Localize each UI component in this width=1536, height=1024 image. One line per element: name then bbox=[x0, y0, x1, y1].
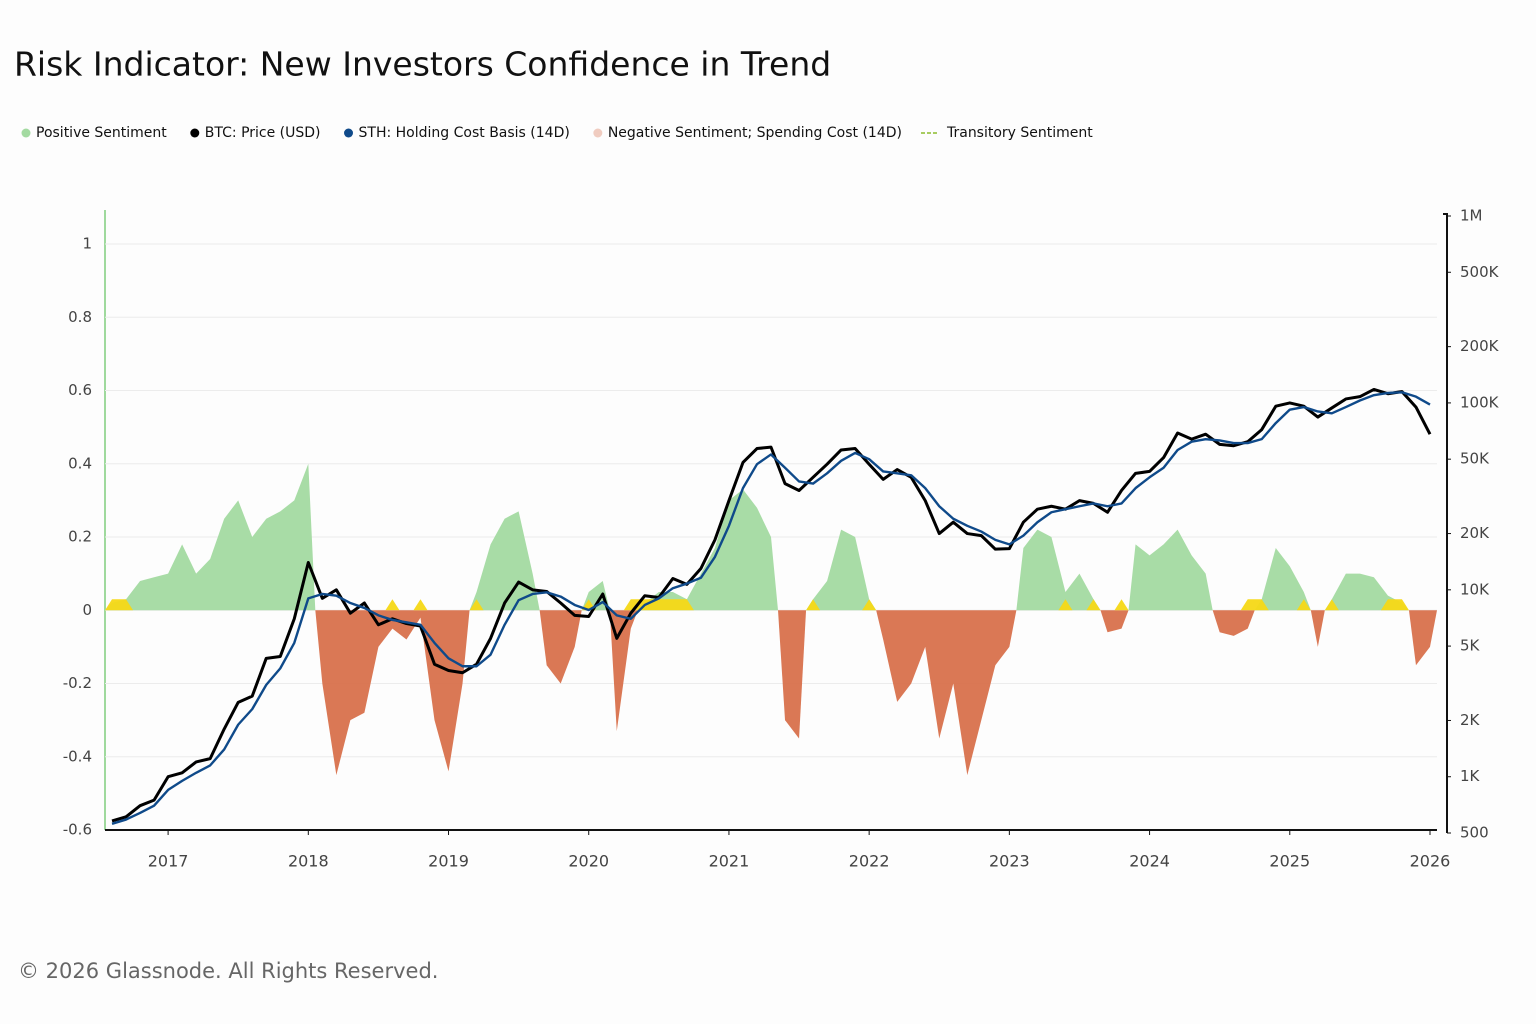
series-line bbox=[111, 391, 1431, 825]
x-tick-label: 2023 bbox=[989, 852, 1030, 871]
legend-label: Transitory Sentiment bbox=[946, 125, 1093, 141]
sentiment-area bbox=[1380, 599, 1409, 611]
y2-tick-label: 20K bbox=[1460, 524, 1490, 542]
sentiment-area bbox=[1100, 610, 1129, 633]
y-tick-label: 0.6 bbox=[68, 381, 92, 399]
legend-label: BTC: Price (USD) bbox=[205, 125, 321, 141]
sentiment-area bbox=[778, 610, 807, 739]
sentiment-area bbox=[609, 610, 638, 732]
sentiment-area bbox=[876, 610, 1017, 776]
sentiment-area bbox=[385, 599, 400, 611]
y2-tick-label: 500K bbox=[1460, 263, 1500, 281]
sentiment-area bbox=[105, 463, 316, 611]
x-tick-label: 2020 bbox=[568, 852, 609, 871]
x-tick-label: 2021 bbox=[709, 852, 750, 871]
sentiment-area bbox=[1296, 599, 1311, 611]
sentiment-area bbox=[1310, 610, 1325, 647]
sentiment-area bbox=[1408, 610, 1437, 666]
sentiment-area bbox=[1240, 599, 1269, 611]
x-tick-label: 2018 bbox=[288, 852, 329, 871]
y-tick-label: -0.6 bbox=[63, 821, 92, 839]
x-tick-label: 2019 bbox=[428, 852, 469, 871]
y-tick-label: -0.4 bbox=[63, 747, 92, 765]
sentiment-area bbox=[539, 610, 582, 684]
legend-marker bbox=[21, 128, 31, 138]
y2-tick-label: 500 bbox=[1460, 824, 1489, 842]
x-tick-label: 2022 bbox=[849, 852, 890, 871]
legend-label: Positive Sentiment bbox=[36, 125, 167, 141]
sentiment-area bbox=[413, 599, 428, 611]
y2-tick-label: 100K bbox=[1460, 393, 1500, 411]
y-tick-label: 1 bbox=[82, 235, 92, 253]
y2-tick-label: 5K bbox=[1460, 637, 1481, 655]
x-tick-label: 2026 bbox=[1410, 852, 1451, 871]
footer: © 2026 Glassnode. All Rights Reserved. bbox=[18, 959, 438, 983]
y-tick-label: 0 bbox=[82, 601, 92, 619]
x-tick-label: 2017 bbox=[148, 852, 189, 871]
chart-title: Risk Indicator: New Investors Confidence… bbox=[14, 45, 831, 84]
y-tick-label: 0.2 bbox=[68, 528, 92, 546]
y-tick-label: 0.8 bbox=[68, 308, 92, 326]
legend-marker bbox=[190, 128, 200, 138]
y2-tick-label: 1M bbox=[1460, 207, 1483, 225]
series-line bbox=[111, 387, 1432, 823]
sentiment-area bbox=[1086, 599, 1101, 611]
sentiment-area bbox=[105, 599, 134, 611]
legend-marker bbox=[344, 128, 354, 138]
legend-label: Negative Sentiment; Spending Cost (14D) bbox=[608, 125, 902, 141]
sentiment-area bbox=[862, 599, 877, 611]
sentiment-area bbox=[637, 489, 779, 611]
sentiment-area bbox=[1324, 599, 1339, 611]
sentiment-area bbox=[1016, 529, 1101, 611]
sentiment-area bbox=[806, 529, 877, 611]
legend-label: STH: Holding Cost Basis (14D) bbox=[359, 125, 570, 141]
sentiment-area bbox=[469, 599, 484, 611]
y2-tick-label: 50K bbox=[1460, 450, 1490, 468]
y2-tick-label: 200K bbox=[1460, 337, 1500, 355]
y-tick-label: -0.2 bbox=[63, 674, 92, 692]
x-tick-label: 2024 bbox=[1129, 852, 1170, 871]
y2-tick-label: 1K bbox=[1460, 767, 1481, 785]
y2-tick-label: 10K bbox=[1460, 580, 1490, 598]
sentiment-area bbox=[1254, 547, 1311, 611]
sentiment-area bbox=[1128, 529, 1213, 611]
y-tick-label: 0.4 bbox=[68, 454, 92, 472]
sentiment-area bbox=[1212, 610, 1255, 636]
sentiment-area bbox=[806, 599, 821, 611]
sentiment-area bbox=[1114, 599, 1129, 611]
legend-marker bbox=[593, 128, 603, 138]
y2-tick-label: 2K bbox=[1460, 711, 1481, 729]
sentiment-area bbox=[1058, 599, 1073, 611]
x-tick-label: 2025 bbox=[1269, 852, 1310, 871]
